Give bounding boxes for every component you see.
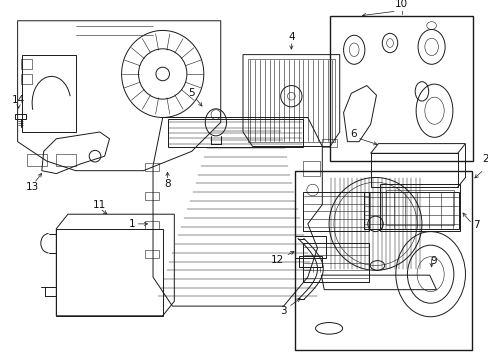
Bar	[380, 184, 459, 231]
Bar	[145, 192, 159, 200]
Bar	[20, 59, 32, 69]
Text: 5: 5	[188, 88, 195, 98]
Bar	[329, 16, 472, 161]
Bar	[386, 190, 453, 225]
Text: 14: 14	[12, 95, 25, 105]
Bar	[295, 171, 471, 350]
Bar	[363, 192, 458, 229]
Bar	[167, 120, 303, 147]
Bar	[145, 221, 159, 229]
Text: 12: 12	[271, 255, 284, 265]
Bar	[322, 139, 336, 147]
Bar	[303, 243, 368, 282]
Bar	[56, 229, 163, 316]
Bar	[15, 114, 26, 120]
Text: 9: 9	[429, 256, 436, 266]
Bar	[145, 250, 159, 258]
Bar	[299, 256, 322, 267]
Text: 4: 4	[287, 32, 294, 42]
Bar	[303, 161, 320, 176]
Text: 13: 13	[25, 182, 39, 192]
Bar	[247, 59, 334, 142]
Bar	[303, 192, 368, 231]
Text: 3: 3	[280, 306, 286, 316]
Text: 8: 8	[164, 179, 170, 189]
Bar	[295, 237, 325, 258]
Text: 2: 2	[482, 154, 488, 164]
Text: 10: 10	[394, 0, 407, 9]
Text: 7: 7	[472, 220, 478, 230]
Bar	[22, 55, 76, 132]
Bar	[20, 74, 32, 84]
Bar	[27, 154, 46, 166]
Text: 11: 11	[93, 199, 106, 210]
Bar	[56, 154, 76, 166]
Bar	[145, 163, 159, 171]
Text: 6: 6	[349, 129, 356, 139]
Text: 1: 1	[128, 219, 135, 229]
Bar	[370, 153, 457, 187]
